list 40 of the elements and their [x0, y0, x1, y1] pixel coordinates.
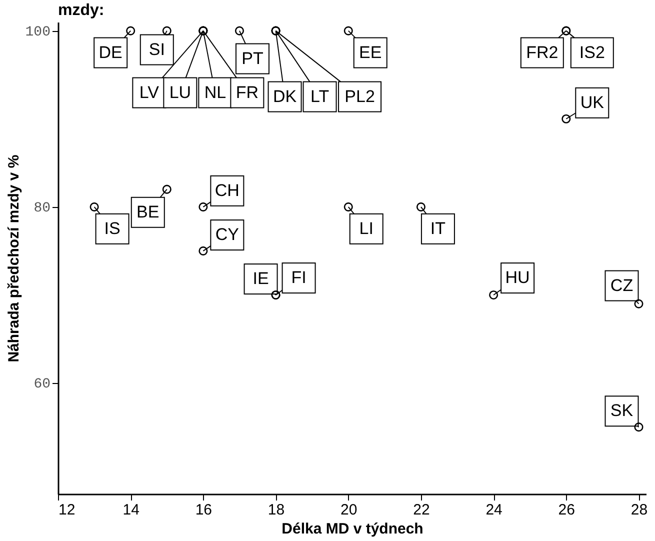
annotation: LI	[359, 218, 374, 238]
annotation: IT	[430, 218, 446, 238]
annotation: HU	[505, 268, 530, 287]
annotation: PT	[242, 48, 264, 68]
x-tick-label: 24	[486, 502, 502, 518]
x-tick-label: 18	[268, 502, 285, 518]
y-axis-title: Náhrada předchozí mzdy v %	[5, 154, 22, 362]
annotation: NL	[204, 82, 226, 102]
x-axis-title: Délka MD v týdnech	[282, 520, 424, 538]
annotation: SK	[610, 401, 634, 420]
chart-title: mzdy:	[58, 2, 104, 19]
annotation: FR	[236, 82, 259, 102]
annotation: SI	[148, 40, 165, 59]
annotation: CH	[214, 180, 240, 200]
annotation: CZ	[610, 276, 634, 295]
annotation: PL2	[344, 86, 375, 106]
annotation: FI	[291, 268, 306, 287]
annotation: LV	[139, 82, 160, 102]
annotation: IS2	[579, 42, 605, 62]
x-tick-label: 28	[630, 502, 648, 518]
annotation: BE	[136, 202, 160, 222]
annotation: FR2	[526, 42, 558, 62]
x-tick-label: 12	[58, 502, 76, 518]
annotation: IS	[104, 218, 120, 238]
annotation: UK	[580, 92, 605, 112]
annotation: DE	[98, 42, 122, 62]
annotation: LU	[169, 82, 192, 102]
x-tick-label: 14	[122, 502, 140, 518]
x-tick-label: 26	[558, 502, 575, 518]
y-tick-label: 60	[34, 376, 50, 393]
annotation: LT	[310, 86, 330, 106]
y-tick-label: 80	[34, 200, 50, 216]
x-tick-label: 16	[195, 502, 212, 518]
annotation: CY	[215, 224, 239, 244]
x-tick-label: 22	[413, 502, 430, 518]
annotation: EE	[359, 42, 382, 62]
annotation: DK	[272, 86, 298, 106]
y-tick-label: 100	[25, 24, 50, 40]
x-tick-label: 20	[340, 502, 358, 518]
annotation: IE	[252, 268, 269, 288]
